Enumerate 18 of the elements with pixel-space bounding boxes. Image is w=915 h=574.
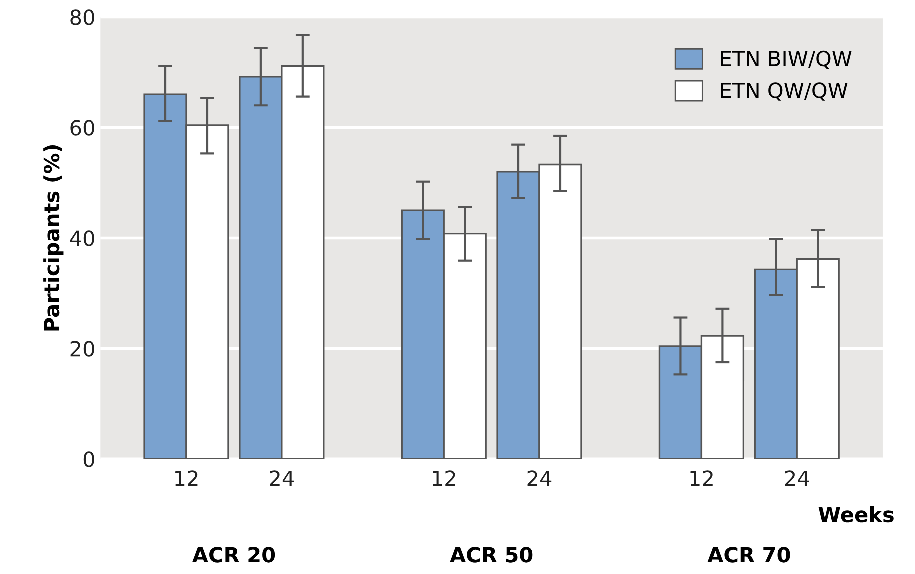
x-tick-label: 24 [270, 470, 294, 486]
text: ACR 50 [450, 547, 533, 563]
x-tick-label: 12 [690, 470, 713, 486]
y-tick-label: 60 [70, 120, 94, 136]
x-tick-label: 24 [785, 470, 810, 486]
text: ACR 70 [708, 547, 790, 563]
y-tick-label: 20 [70, 341, 94, 357]
y-axis-title: Participants (%) [44, 146, 64, 331]
x-axis-title: Weeks [818, 506, 894, 523]
y-tick-label: 80 [70, 10, 94, 26]
legend-label: ETN QW/QW [721, 82, 848, 101]
y-tick-label: 40 [70, 230, 94, 246]
text: ACR 20 [192, 547, 276, 563]
x-tick-label: 24 [528, 470, 552, 486]
x-tick-label: 12 [176, 470, 198, 486]
x-tick-label: 12 [433, 470, 456, 486]
y-tick-label: 0 [84, 452, 94, 468]
legend-label: ETN BIW/QW [721, 50, 852, 69]
